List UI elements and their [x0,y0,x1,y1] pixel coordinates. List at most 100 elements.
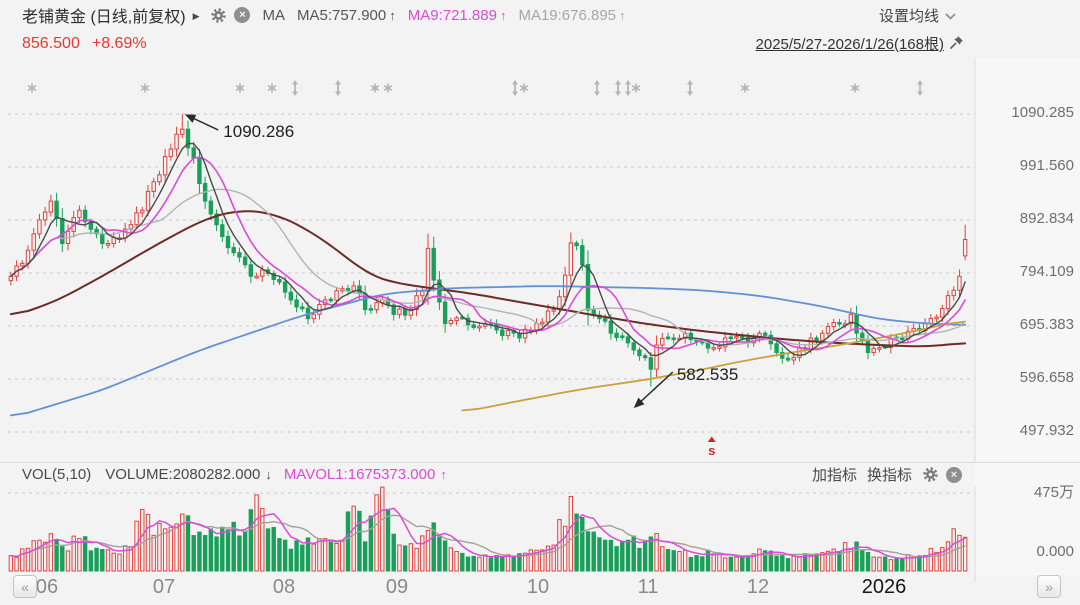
scroll-left-button[interactable]: « [13,575,37,598]
event-marker-star-icon[interactable] [519,83,529,93]
candle-body [814,337,819,341]
volume-bar [248,509,254,572]
volume-bar [637,547,642,572]
event-marker-updown-icon[interactable] [512,80,518,96]
candle-body [831,322,836,328]
change-percent: +8.69% [91,34,147,52]
event-marker-star-icon[interactable] [27,83,37,93]
volume-bar [174,523,179,572]
candle-body [328,298,334,302]
vol-indicator-label: VOL(5,10) [22,466,92,483]
volume-bar [762,550,768,572]
volume-bar [460,552,465,572]
candle-body [951,289,956,297]
event-marker-updown-icon[interactable] [687,80,693,96]
event-marker-updown-icon[interactable] [615,80,621,96]
candle-body [477,325,482,329]
low-annotation-arrow [633,371,674,409]
candle-body [334,290,339,301]
volume-bar [414,547,419,572]
volume-bar [534,549,539,572]
ma9-line [10,156,966,351]
ma5-value: MA5:757.900 [296,6,387,24]
candle-body [837,322,842,325]
candle-body [82,209,88,223]
event-marker-star-icon[interactable] [850,83,860,93]
scroll-right-button[interactable]: » [1037,575,1061,598]
candle-body [374,302,379,311]
ma-long-blue-line [9,285,966,417]
main-chart-pane[interactable]: 1090.286 582.535 s [0,58,1080,462]
event-marker-updown-icon[interactable] [917,80,923,96]
volume-bar [871,556,876,572]
volume-bar [271,526,276,572]
pin-icon[interactable] [949,35,964,55]
candle-body [425,247,431,292]
event-marker-updown-icon[interactable] [335,80,341,96]
volume-bar [202,535,208,572]
event-marker-star-icon[interactable] [140,83,150,93]
volume-bar [8,555,14,572]
volume-bar [940,547,945,572]
event-marker-updown-icon[interactable] [625,80,631,96]
candle-body [42,211,48,221]
candle-body [54,200,59,220]
event-marker-updown-icon[interactable] [292,80,298,96]
event-marker-star-icon[interactable] [631,83,641,93]
event-marker-updown-icon[interactable] [594,80,600,96]
volume-bar [597,537,602,572]
volume-bar [780,555,785,572]
volume-bar [728,556,734,572]
date-range-control[interactable]: 2025/5/27-2026/1/26(168根) [756,33,964,55]
volume-bar [191,535,196,572]
candle-body [620,335,625,339]
volume-bar [111,552,116,572]
volume-bar [225,529,231,572]
volume-bar [60,546,65,572]
volume-bar [528,549,534,572]
volume-bar [305,537,311,572]
candle-body [105,243,111,246]
volume-close-icon[interactable]: × [946,466,962,483]
volume-bar [882,556,888,572]
candle-body [568,242,574,276]
volume-bar [734,556,739,572]
candle-body [945,295,951,309]
candle-body [877,347,882,350]
candle-body [808,337,814,350]
ma-group-label: MA [262,6,285,24]
event-marker-star-icon[interactable] [370,83,380,93]
mavol1-up-arrow-icon: ↑ [440,467,447,482]
title-dropdown-caret-icon[interactable]: ▶ [192,10,200,21]
candle-body [271,272,276,281]
volume-bar [471,555,476,572]
volume-bar [322,538,328,572]
ma-close-icon[interactable]: × [234,7,251,23]
event-marker-star-icon[interactable] [383,83,393,93]
candle-body [300,306,305,310]
candle-body [871,347,876,354]
event-marker-star-icon[interactable] [235,83,245,93]
set-ma-button[interactable]: 设置均线 [879,5,956,26]
event-marker-star-icon[interactable] [740,83,750,93]
switch-indicator-button[interactable]: 换指标 [866,467,912,484]
candle-body [402,308,408,316]
candle-body [351,285,356,292]
volume-bar [574,513,579,572]
volume-chart-pane[interactable] [0,486,1080,582]
volume-bar [340,539,345,572]
ma-settings-gear-icon[interactable] [210,7,227,24]
event-marker-star-icon[interactable] [267,83,277,93]
candle-body [242,256,248,266]
symbol-title[interactable]: 老铺黄金 (日线,前复权) [22,9,186,26]
candle-body [614,332,619,338]
chevron-down-icon [945,13,956,20]
candle-body [60,218,65,245]
volume-bar [945,541,951,572]
volume-bar [442,540,448,572]
volume-bar [351,505,356,572]
volume-settings-gear-icon[interactable] [922,466,939,483]
date-range-label[interactable]: 2025/5/27-2026/1/26(168根) [755,36,944,53]
add-indicator-button[interactable]: 加指标 [811,467,857,484]
candle-body [448,320,454,325]
